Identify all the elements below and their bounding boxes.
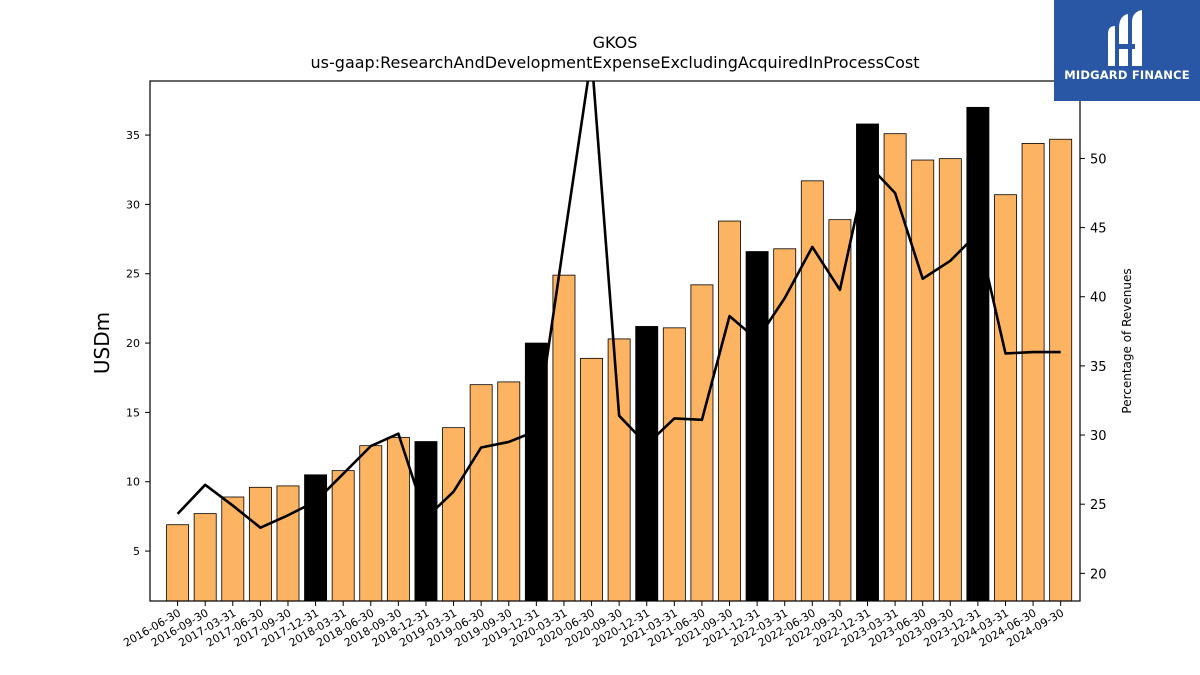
bar-2023-12-31 bbox=[966, 106, 990, 601]
y-axis-label: USDm bbox=[90, 312, 114, 374]
chart-subtitle: us-gaap:ResearchAndDevelopmentExpenseExc… bbox=[311, 53, 920, 72]
midgard-m-icon bbox=[1108, 10, 1142, 66]
chart-title: GKOS bbox=[593, 33, 638, 52]
y2-tick-label: 30 bbox=[1090, 429, 1107, 444]
bar-2018-06-30 bbox=[359, 445, 383, 601]
bar-2017-12-31 bbox=[304, 474, 328, 601]
bar-2017-06-30 bbox=[248, 486, 272, 601]
bar-2016-06-30 bbox=[166, 524, 190, 601]
bar-2018-12-31 bbox=[414, 441, 438, 601]
bar-2018-09-30 bbox=[386, 436, 410, 601]
y-tick-label: 25 bbox=[126, 268, 140, 281]
axes: 5101520253035202530354045502016-06-30201… bbox=[121, 80, 1107, 650]
y-tick-label: 35 bbox=[126, 129, 140, 142]
bar-2024-06-30 bbox=[1021, 142, 1045, 601]
brand-name: MIDGARD FINANCE bbox=[1064, 68, 1190, 82]
y2-axis-label: Percentage of Revenues bbox=[1120, 268, 1134, 413]
bar-2018-03-31 bbox=[331, 470, 355, 601]
y-tick-label: 5 bbox=[133, 545, 140, 558]
bar-2021-09-30 bbox=[718, 220, 741, 601]
bar-2023-03-31 bbox=[883, 133, 907, 601]
brand-logo: MIDGARD FINANCE bbox=[1054, 0, 1200, 101]
bar-2023-06-30 bbox=[911, 159, 935, 601]
bar-series bbox=[166, 106, 1073, 601]
bar-2021-03-31 bbox=[662, 327, 686, 601]
bar-2019-09-30 bbox=[497, 381, 521, 601]
y-tick-label: 20 bbox=[126, 337, 140, 350]
plot-frame bbox=[149, 80, 1081, 602]
bar-2019-03-31 bbox=[442, 427, 465, 601]
bar-2024-03-31 bbox=[994, 194, 1017, 601]
bar-2020-06-30 bbox=[580, 357, 603, 601]
bar-2022-06-30 bbox=[800, 180, 824, 601]
bar-2020-12-31 bbox=[635, 326, 659, 601]
y-tick-label: 10 bbox=[126, 476, 140, 489]
bar-2021-06-30 bbox=[690, 284, 714, 601]
y2-tick-label: 25 bbox=[1090, 498, 1107, 513]
line-series bbox=[176, 81, 1061, 530]
bar-2017-03-31 bbox=[221, 496, 245, 601]
percentage-line bbox=[176, 81, 1061, 530]
bar-2022-12-31 bbox=[856, 123, 879, 601]
bar-2016-09-30 bbox=[193, 513, 217, 601]
bar-2021-12-31 bbox=[745, 251, 769, 601]
bar-2017-09-30 bbox=[276, 485, 300, 601]
bar-2020-03-31 bbox=[552, 274, 576, 601]
y-tick-label: 15 bbox=[126, 406, 140, 419]
bar-2024-09-30 bbox=[1049, 138, 1073, 601]
bar-2022-03-31 bbox=[773, 248, 797, 601]
bar-2019-06-30 bbox=[469, 384, 493, 601]
y2-tick-label: 35 bbox=[1090, 360, 1107, 375]
y2-tick-label: 45 bbox=[1090, 222, 1107, 237]
bar-2023-09-30 bbox=[938, 158, 962, 601]
y2-tick-label: 40 bbox=[1090, 291, 1107, 306]
y2-tick-label: 20 bbox=[1090, 567, 1107, 582]
y2-tick-label: 50 bbox=[1090, 152, 1107, 167]
y-tick-label: 30 bbox=[126, 198, 140, 211]
bar-2020-09-30 bbox=[607, 338, 631, 601]
bar-2019-12-31 bbox=[524, 342, 548, 601]
